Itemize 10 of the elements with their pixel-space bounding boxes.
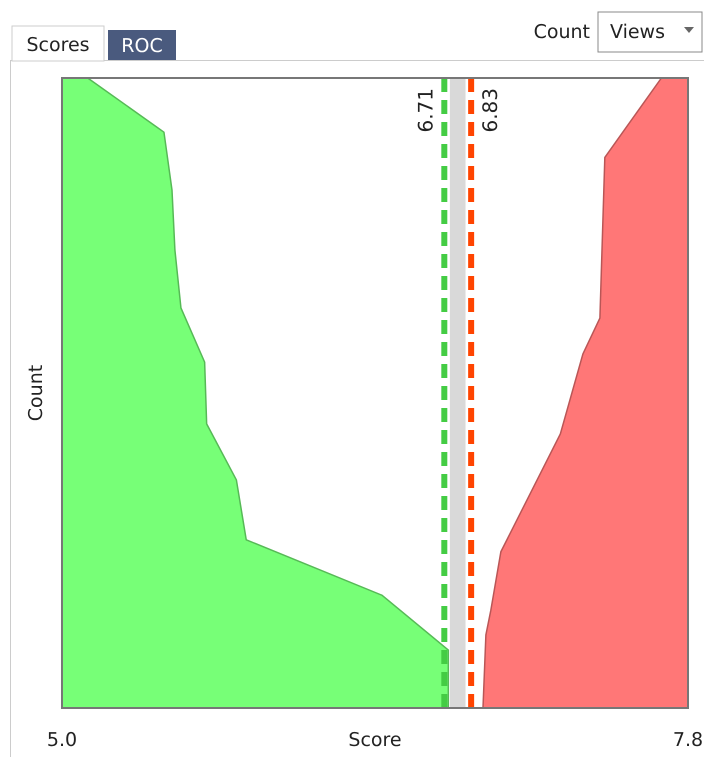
x-tick-label: 7.8 [672,729,704,751]
ref-line-label: 6.71 [413,88,438,133]
x-tick-label: 5.0 [46,729,78,751]
text: ROC [121,35,163,57]
text: Scores [26,34,90,56]
text: Count [534,21,590,43]
ref-line-label: 6.83 [478,88,502,133]
text: Views [610,21,665,43]
x-axis-title: Score [348,729,402,751]
y-axis-title: Count [25,364,47,422]
